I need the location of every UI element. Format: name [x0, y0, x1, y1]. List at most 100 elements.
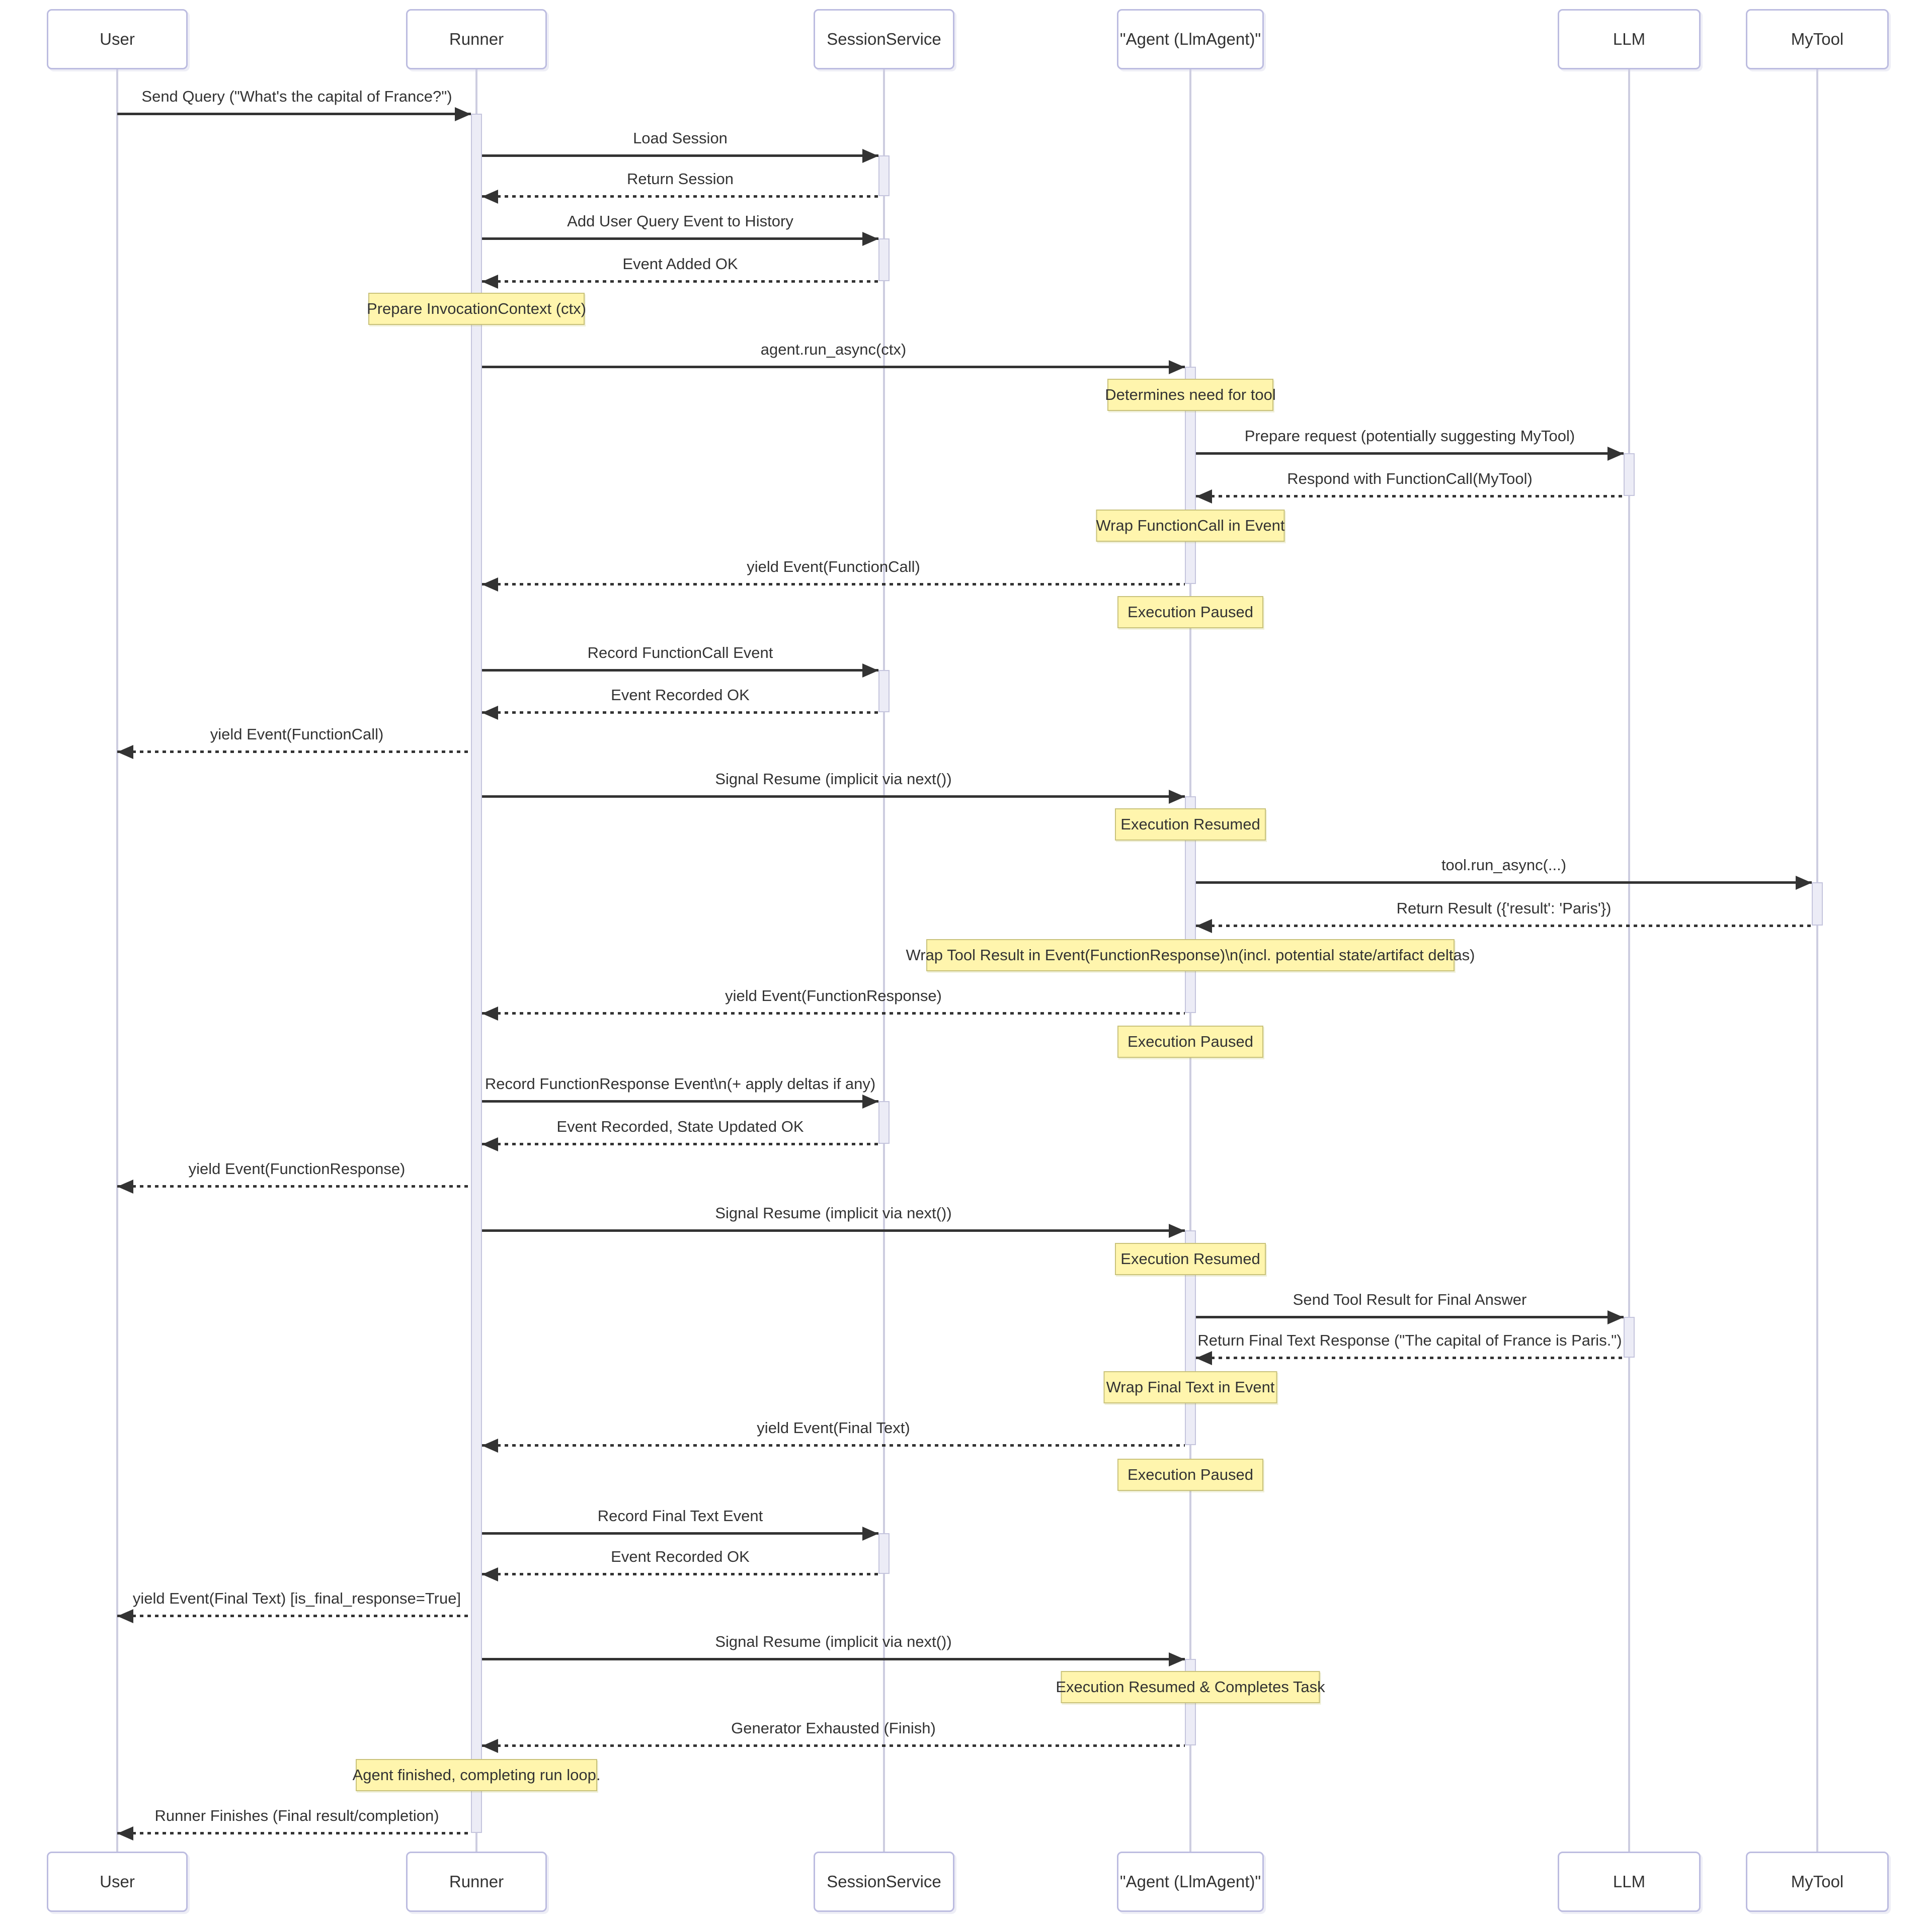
message-label-8: yield Event(FunctionCall): [747, 558, 920, 575]
arrowhead-12: [1169, 790, 1185, 804]
message-label-22: yield Event(Final Text): [757, 1419, 910, 1437]
message-line-0: [117, 113, 471, 115]
message-label-20: Send Tool Result for Final Answer: [1293, 1291, 1527, 1308]
message-label-1: Load Session: [633, 129, 728, 147]
message-label-11: yield Event(FunctionCall): [210, 725, 384, 743]
note-6: Execution Paused: [1117, 1026, 1263, 1058]
message-label-7: Respond with FunctionCall(MyTool): [1287, 470, 1533, 487]
arrowhead-6: [1607, 447, 1624, 461]
participant-llm-top: LLM: [1558, 9, 1701, 69]
message-label-2: Return Session: [627, 170, 734, 188]
message-line-9: [482, 669, 878, 672]
arrowhead-27: [482, 1739, 498, 1753]
lifeline-llm: [1628, 69, 1630, 1852]
note-0: Prepare InvocationContext (ctx): [367, 293, 586, 325]
activation-session-1: [878, 155, 890, 196]
participant-user-top: User: [47, 9, 188, 69]
arrowhead-23: [862, 1527, 878, 1541]
arrowhead-21: [1196, 1351, 1212, 1365]
arrowhead-18: [117, 1180, 133, 1194]
message-line-13: [1196, 881, 1812, 884]
message-line-25: [117, 1615, 471, 1617]
activation-session-4: [878, 1101, 890, 1144]
message-label-23: Record Final Text Event: [597, 1507, 763, 1525]
message-label-5: agent.run_async(ctx): [760, 341, 907, 358]
message-label-28: Runner Finishes (Final result/completion…: [154, 1807, 439, 1824]
note-3: Execution Paused: [1117, 596, 1263, 628]
message-line-12: [482, 795, 1185, 798]
message-line-2: [482, 195, 878, 198]
activation-mytool-12: [1812, 882, 1823, 926]
lifeline-session: [883, 69, 885, 1852]
message-label-3: Add User Query Event to History: [567, 212, 793, 230]
lifeline-mytool: [1816, 69, 1818, 1852]
participant-user-bottom: User: [47, 1852, 188, 1912]
message-line-4: [482, 280, 878, 283]
activation-runner-0: [471, 114, 482, 1833]
note-9: Execution Paused: [1117, 1459, 1263, 1491]
message-line-11: [117, 750, 471, 753]
activation-session-5: [878, 1533, 890, 1574]
message-line-6: [1196, 452, 1624, 455]
participant-agent-bottom: "Agent (LlmAgent)": [1117, 1852, 1264, 1912]
arrowhead-16: [862, 1095, 878, 1109]
participant-mytool-top: MyTool: [1746, 9, 1889, 69]
activation-session-3: [878, 670, 890, 712]
arrowhead-13: [1796, 876, 1812, 890]
arrowhead-25: [117, 1609, 133, 1623]
note-4: Execution Resumed: [1115, 808, 1266, 841]
message-line-23: [482, 1532, 878, 1535]
arrowhead-28: [117, 1826, 133, 1841]
arrowhead-7: [1196, 489, 1212, 504]
message-line-14: [1196, 925, 1812, 927]
arrowhead-8: [482, 577, 498, 592]
message-line-27: [482, 1744, 1185, 1747]
message-line-3: [482, 237, 878, 240]
arrowhead-4: [482, 275, 498, 289]
arrowhead-1: [862, 149, 878, 163]
message-label-4: Event Added OK: [622, 255, 738, 273]
participant-session-top: SessionService: [814, 9, 954, 69]
message-line-20: [1196, 1316, 1624, 1318]
activation-session-2: [878, 238, 890, 281]
message-label-6: Prepare request (potentially suggesting …: [1244, 427, 1575, 445]
message-label-13: tool.run_async(...): [1441, 856, 1567, 874]
message-label-24: Event Recorded OK: [611, 1548, 750, 1565]
arrowhead-20: [1607, 1310, 1624, 1324]
message-line-26: [482, 1658, 1185, 1660]
message-line-7: [1196, 495, 1624, 497]
arrowhead-3: [862, 232, 878, 246]
lifeline-user: [116, 69, 118, 1852]
participant-runner-bottom: Runner: [406, 1852, 547, 1912]
note-11: Agent finished, completing run loop.: [353, 1759, 600, 1791]
arrowhead-24: [482, 1567, 498, 1581]
arrowhead-11: [117, 745, 133, 759]
message-label-12: Signal Resume (implicit via next()): [715, 770, 952, 788]
participant-runner-top: Runner: [406, 9, 547, 69]
participant-session-bottom: SessionService: [814, 1852, 954, 1912]
activation-llm-10: [1624, 453, 1635, 496]
arrowhead-2: [482, 190, 498, 204]
message-label-25: yield Event(Final Text) [is_final_respon…: [132, 1590, 461, 1607]
note-2: Wrap FunctionCall in Event: [1096, 510, 1285, 542]
arrowhead-14: [1196, 919, 1212, 933]
activation-llm-11: [1624, 1317, 1635, 1358]
message-line-21: [1196, 1357, 1624, 1359]
message-label-14: Return Result ({'result': 'Paris'}): [1396, 899, 1612, 917]
arrowhead-26: [1169, 1652, 1185, 1666]
message-label-26: Signal Resume (implicit via next()): [715, 1633, 952, 1650]
message-line-5: [482, 366, 1185, 368]
message-line-1: [482, 154, 878, 157]
participant-agent-top: "Agent (LlmAgent)": [1117, 9, 1264, 69]
arrowhead-19: [1169, 1224, 1185, 1238]
arrowhead-9: [862, 663, 878, 678]
message-line-17: [482, 1143, 878, 1145]
message-line-22: [482, 1444, 1185, 1447]
note-1: Determines need for tool: [1105, 379, 1276, 411]
message-label-21: Return Final Text Response ("The capital…: [1197, 1331, 1622, 1349]
message-label-9: Record FunctionCall Event: [587, 644, 773, 661]
note-10: Execution Resumed & Completes Task: [1056, 1671, 1325, 1703]
note-5: Wrap Tool Result in Event(FunctionRespon…: [906, 939, 1475, 971]
arrowhead-10: [482, 706, 498, 720]
